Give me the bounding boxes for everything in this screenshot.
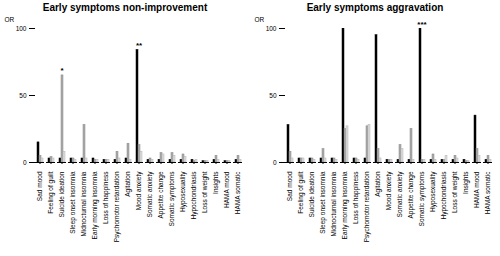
svg-text:50: 50 xyxy=(269,92,277,99)
svg-text:Insights: Insights xyxy=(212,171,220,194)
svg-text:Sad mood: Sad mood xyxy=(286,171,293,201)
svg-text:**: ** xyxy=(136,41,143,50)
svg-text:Somatic symptoms: Somatic symptoms xyxy=(418,171,426,227)
svg-text:Appetite change: Appetite change xyxy=(407,171,415,218)
svg-text:Loss of weight: Loss of weight xyxy=(451,171,459,213)
svg-text:Loss of happiness: Loss of happiness xyxy=(102,171,110,224)
html-text:Early symptoms non-improvement: Early symptoms non-improvement xyxy=(42,2,208,13)
svg-text:0: 0 xyxy=(23,159,27,166)
svg-text:Early morning insomnia: Early morning insomnia xyxy=(341,171,349,239)
svg-text:Psychomotor retardation: Psychomotor retardation xyxy=(113,171,121,242)
svg-text:Mood anxiety: Mood anxiety xyxy=(135,171,143,210)
svg-text:***: *** xyxy=(417,20,427,29)
svg-text:100: 100 xyxy=(16,25,27,32)
svg-text:Mood anxiety: Mood anxiety xyxy=(385,171,393,210)
svg-text:Agitation: Agitation xyxy=(124,171,132,197)
svg-text:Feeling of guilt: Feeling of guilt xyxy=(47,171,55,213)
svg-text:Psychomotor retardation: Psychomotor retardation xyxy=(363,171,371,242)
svg-text:0: 0 xyxy=(273,159,277,166)
svg-text:*: * xyxy=(60,66,64,75)
svg-text:Hypochondriasis: Hypochondriasis xyxy=(440,171,448,220)
svg-text:OR: OR xyxy=(5,16,15,23)
svg-text:HAMA mood: HAMA mood xyxy=(223,171,230,208)
svg-text:Agitation: Agitation xyxy=(374,171,382,197)
svg-text:Somatic symptoms: Somatic symptoms xyxy=(168,171,176,227)
svg-text:50: 50 xyxy=(19,92,27,99)
svg-text:Suicide ideation: Suicide ideation xyxy=(308,171,315,217)
html-text:Early symptoms aggravation: Early symptoms aggravation xyxy=(306,2,444,13)
svg-text:Hyposexuality: Hyposexuality xyxy=(429,171,437,212)
svg-text:Sleep onset insomnia: Sleep onset insomnia xyxy=(319,171,327,234)
svg-text:100: 100 xyxy=(266,25,277,32)
svg-text:Somatic anxiety: Somatic anxiety xyxy=(396,171,404,218)
svg-text:Midnocturnal insomnia: Midnocturnal insomnia xyxy=(80,171,87,236)
svg-text:Sad mood: Sad mood xyxy=(36,171,43,201)
svg-text:HAMA somatic: HAMA somatic xyxy=(484,171,491,214)
svg-text:Loss of weight: Loss of weight xyxy=(201,171,209,213)
svg-text:OR: OR xyxy=(255,16,265,23)
svg-text:HAMA mood: HAMA mood xyxy=(473,171,480,208)
svg-text:Suicide ideation: Suicide ideation xyxy=(58,171,65,217)
svg-text:Somatic anxiety: Somatic anxiety xyxy=(146,171,154,218)
svg-text:Appetite change: Appetite change xyxy=(157,171,165,218)
svg-text:Sleep onset insomnia: Sleep onset insomnia xyxy=(69,171,77,234)
svg-text:Feeling of guilt: Feeling of guilt xyxy=(297,171,305,213)
svg-text:Early morning insomnia: Early morning insomnia xyxy=(91,171,99,239)
svg-text:Loss of happiness: Loss of happiness xyxy=(352,171,360,224)
svg-text:Hypochondriasis: Hypochondriasis xyxy=(190,171,198,220)
svg-text:HAMA somatic: HAMA somatic xyxy=(234,171,241,214)
svg-text:Insights: Insights xyxy=(462,171,470,194)
svg-text:Midnocturnal insomnia: Midnocturnal insomnia xyxy=(330,171,337,236)
svg-text:Hyposexuality: Hyposexuality xyxy=(179,171,187,212)
